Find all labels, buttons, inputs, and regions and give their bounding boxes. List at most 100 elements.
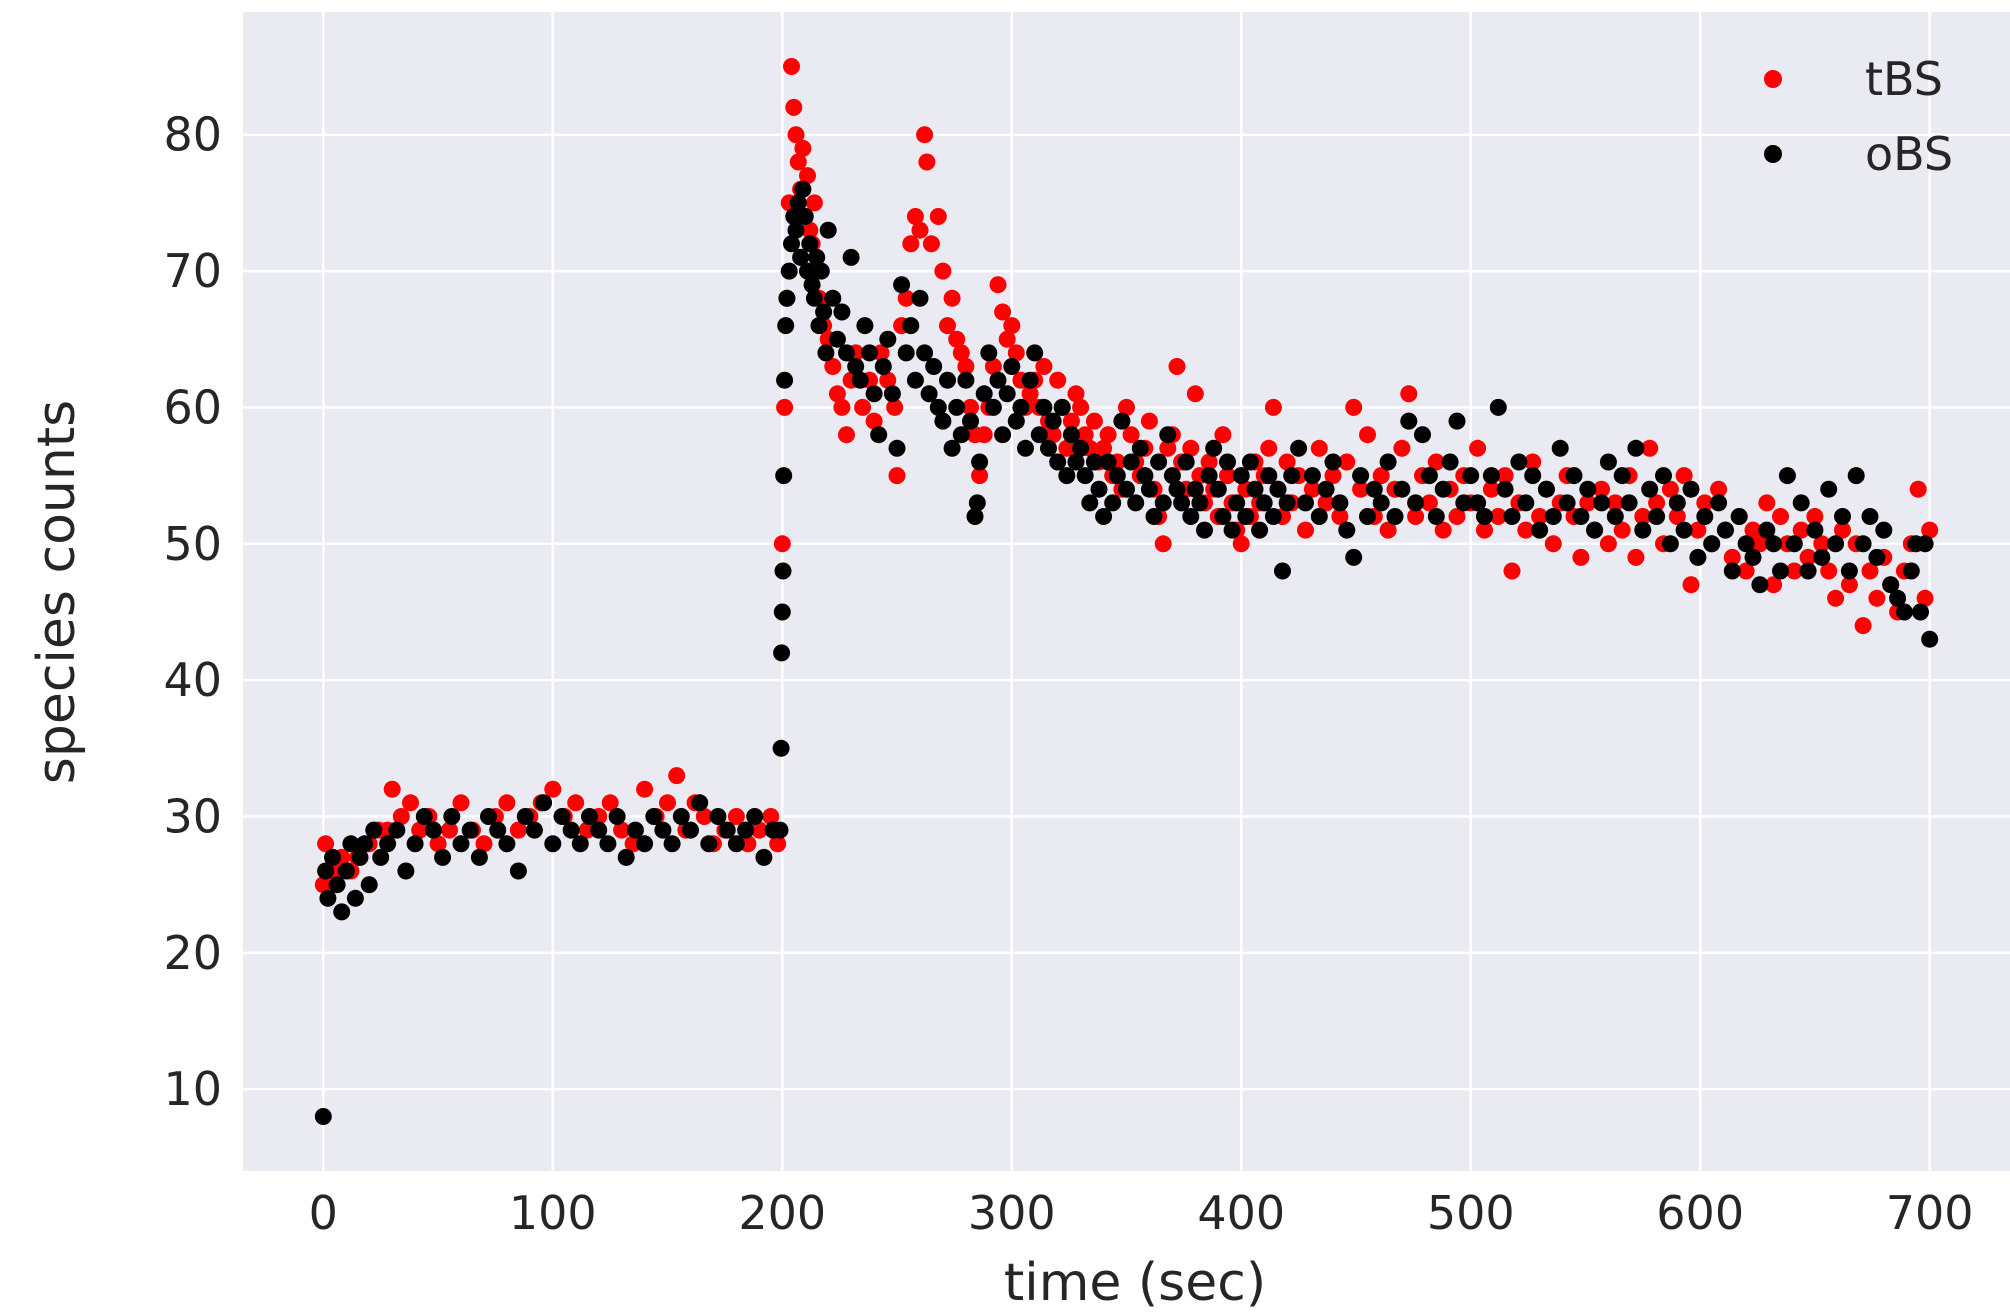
data-point: [817, 344, 835, 362]
data-point: [1593, 480, 1610, 498]
y-tick-label: 40: [163, 653, 222, 707]
data-point: [1310, 508, 1328, 525]
data-point: [461, 821, 479, 839]
data-point: [509, 862, 527, 880]
data-point: [805, 289, 823, 307]
data-point: [1668, 494, 1686, 512]
data-point: [1131, 439, 1149, 457]
data-point: [1448, 412, 1466, 430]
data-point: [948, 330, 966, 348]
data-point: [1902, 562, 1920, 580]
data-point: [1108, 467, 1126, 485]
data-point: [1214, 508, 1232, 525]
data-point: [406, 835, 424, 853]
data-point: [1021, 385, 1039, 403]
data-point: [769, 835, 787, 853]
data-point: [865, 385, 883, 403]
data-point: [1772, 562, 1789, 580]
data-point: [1044, 426, 1062, 444]
data-point: [1136, 467, 1154, 485]
data-point: [897, 344, 915, 362]
data-point: [1916, 535, 1934, 553]
data-point: [452, 835, 470, 853]
data-point: [1044, 412, 1062, 430]
data-point: [984, 398, 1002, 416]
data-point: [1246, 480, 1264, 498]
data-point: [902, 235, 920, 253]
data-point: [372, 848, 390, 866]
data-point: [1772, 508, 1789, 525]
data-point: [1163, 467, 1181, 485]
data-point: [916, 344, 934, 362]
data-point: [1696, 494, 1714, 512]
data-point: [1675, 467, 1693, 485]
data-point: [1496, 480, 1514, 498]
data-point: [672, 808, 690, 825]
data-point: [695, 808, 713, 825]
data-point: [1861, 562, 1879, 580]
data-point: [1565, 467, 1583, 485]
data-point: [755, 848, 773, 866]
data-point: [1648, 508, 1666, 525]
data-point: [1834, 508, 1851, 525]
data-point: [819, 221, 837, 239]
data-point: [962, 412, 979, 430]
data-point: [617, 848, 635, 866]
data-point: [1599, 535, 1617, 553]
data-point: [1303, 467, 1321, 485]
data-point: [1840, 576, 1858, 594]
data-point: [1661, 535, 1679, 553]
y-tick-label: 60: [163, 380, 222, 434]
data-point: [1751, 535, 1769, 553]
y-tick-label: 70: [163, 244, 222, 298]
data-point: [1710, 494, 1728, 512]
data-point: [1317, 480, 1335, 498]
data-point: [1159, 439, 1177, 457]
data-point: [1400, 412, 1418, 430]
x-tick-label: 400: [1197, 1186, 1285, 1240]
data-point: [1072, 439, 1090, 457]
data-point: [902, 317, 920, 335]
x-tick-label: 500: [1427, 1186, 1515, 1240]
data-point: [1393, 480, 1411, 498]
data-point: [883, 385, 901, 403]
data-point: [1205, 439, 1223, 457]
data-point: [1427, 453, 1445, 471]
data-point: [1090, 480, 1108, 498]
data-point: [1517, 521, 1535, 539]
data-point: [812, 262, 830, 280]
data-point: [762, 808, 780, 825]
data-point: [1572, 548, 1590, 566]
data-point: [1703, 535, 1721, 553]
data-point: [1462, 467, 1480, 485]
data-point: [1730, 508, 1748, 525]
data-point: [975, 426, 993, 444]
data-point: [1641, 439, 1659, 457]
data-point: [1345, 398, 1363, 416]
data-point: [319, 889, 337, 907]
data-point: [1223, 521, 1241, 539]
data-point: [922, 235, 940, 253]
data-point: [1173, 494, 1191, 512]
data-point: [1813, 535, 1831, 553]
data-point: [785, 98, 803, 116]
data-point: [810, 317, 828, 335]
data-point: [952, 344, 970, 362]
data-point: [789, 153, 807, 171]
legend-label-tBS: tBS: [1865, 52, 1943, 106]
data-point: [1379, 453, 1397, 471]
data-point: [815, 303, 833, 321]
data-point: [789, 194, 807, 212]
data-point: [1214, 426, 1232, 444]
data-point: [842, 248, 860, 266]
data-point: [1496, 467, 1514, 485]
data-point: [1799, 562, 1817, 580]
data-point: [1785, 535, 1803, 553]
data-point: [1228, 494, 1246, 512]
data-point: [663, 835, 681, 853]
data-point: [402, 794, 419, 812]
data-point: [984, 358, 1002, 375]
data-point: [571, 835, 589, 853]
data-point: [1104, 494, 1122, 512]
data-point: [1921, 630, 1939, 648]
